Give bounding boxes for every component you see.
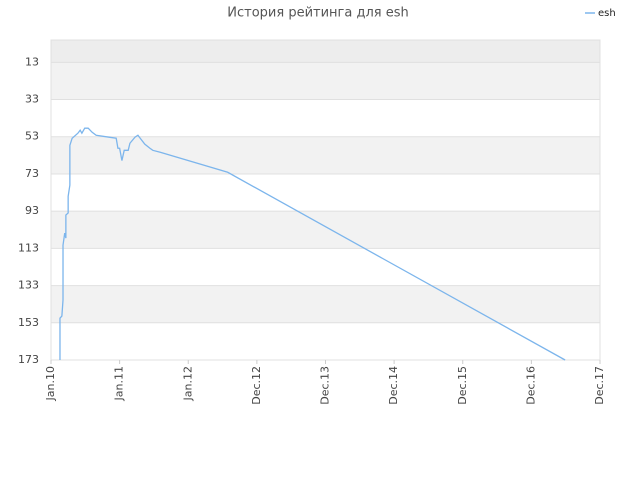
x-tick-label: Dec.17 bbox=[593, 366, 606, 405]
x-tick-label: Jan.11 bbox=[113, 366, 126, 401]
plot-band bbox=[51, 285, 600, 323]
y-tick-label: 113 bbox=[18, 241, 39, 254]
y-tick-label: 133 bbox=[18, 279, 39, 292]
y-tick-label: 153 bbox=[18, 316, 39, 329]
x-tick-label: Dec.16 bbox=[524, 366, 537, 405]
y-tick-label: 93 bbox=[25, 204, 39, 217]
x-tick-label: Dec.15 bbox=[456, 366, 469, 405]
legend-label: esh bbox=[598, 8, 616, 19]
y-tick-label: 13 bbox=[25, 55, 39, 68]
x-tick-label: Jan.10 bbox=[44, 366, 57, 401]
y-tick-label: 73 bbox=[25, 167, 39, 180]
y-tick-label: 173 bbox=[18, 353, 39, 366]
plot-band bbox=[51, 62, 600, 100]
y-tick-label: 53 bbox=[25, 130, 39, 143]
x-tick-label: Dec.13 bbox=[319, 366, 332, 405]
y-tick-label: 33 bbox=[25, 93, 39, 106]
x-tick-label: Jan.12 bbox=[181, 366, 194, 401]
line-series bbox=[59, 127, 566, 361]
plot-band bbox=[51, 99, 600, 137]
plot-band bbox=[51, 322, 600, 360]
plot-band bbox=[51, 40, 600, 63]
plot-band bbox=[51, 211, 600, 249]
x-tick-label: Dec.14 bbox=[387, 366, 400, 405]
plot-band bbox=[51, 136, 600, 174]
x-tick-label: Dec.12 bbox=[250, 366, 263, 405]
plot-band bbox=[51, 248, 600, 286]
plot-band bbox=[51, 173, 600, 212]
chart-title: История рейтинга для esh bbox=[227, 6, 408, 21]
